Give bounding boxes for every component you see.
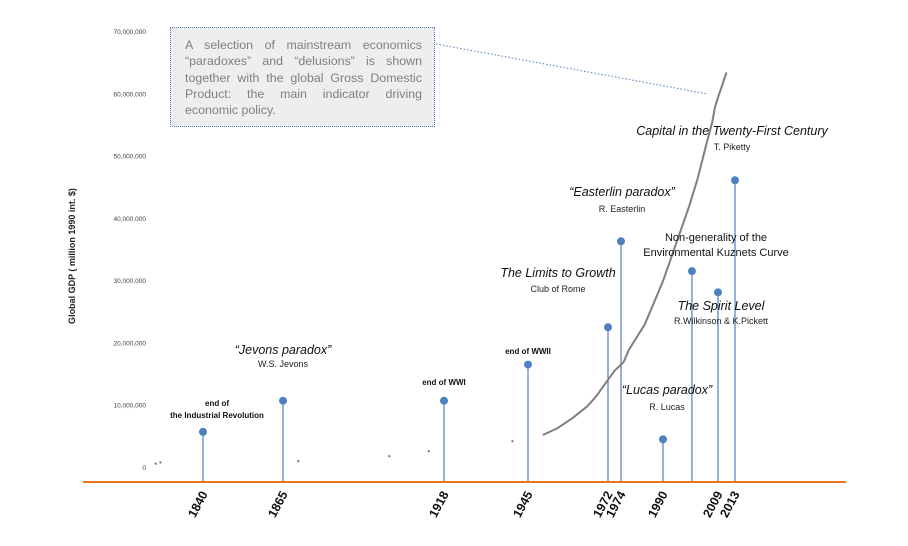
annotation-author: W.S. Jevons — [258, 359, 309, 369]
historical-points — [154, 440, 514, 465]
annotation-stems — [199, 176, 739, 482]
annotation-title: Environmental Kuznets Curve — [643, 247, 789, 259]
annotation-marker — [687, 267, 696, 276]
callout-leader-line — [435, 43, 709, 95]
annotation-title: end of WWI — [422, 378, 466, 387]
annotation-marker — [604, 323, 612, 332]
annotation-marker — [659, 435, 667, 444]
gdp-point — [388, 454, 391, 458]
annotation-title: Non-generality of the — [665, 232, 767, 244]
annotation-marker — [731, 176, 739, 185]
annotation-marker — [617, 237, 625, 246]
y-tick-label: 70,000,000 — [113, 29, 146, 36]
annotation-title: “Easterlin paradox” — [569, 185, 675, 199]
y-tick-label: 30,000,000 — [113, 278, 146, 285]
annotation-title: “Lucas paradox” — [622, 383, 713, 397]
y-tick-label: 60,000,000 — [113, 91, 146, 98]
y-tick-label: 20,000,000 — [113, 340, 146, 347]
annotation-marker — [524, 360, 532, 369]
y-axis-label: Global GDP ( million 1990 int. $) — [67, 188, 77, 324]
y-tick-label: 0 — [142, 465, 146, 472]
gdp-point — [427, 449, 431, 453]
y-tick-label: 50,000,000 — [113, 154, 146, 161]
annotation-author: T. Piketty — [714, 142, 751, 152]
annotation-title: end of — [205, 399, 229, 408]
annotation-marker — [714, 288, 722, 297]
gdp-point — [154, 462, 157, 465]
annotation-title: The Spirit Level — [678, 299, 766, 313]
x-tick-label: 1865 — [265, 489, 290, 520]
y-tick-label: 40,000,000 — [113, 216, 146, 223]
y-axis: 0 10,000,000 20,000,000 30,000,000 40,000,00… — [113, 29, 146, 472]
x-tick-label: 1945 — [510, 489, 535, 520]
annotation-title: The Limits to Growth — [500, 266, 615, 280]
annotation-labels: end of the Industrial Revolution “Jevons p… — [170, 124, 828, 420]
annotation-author: R.Wilkinson & K.Pickett — [674, 316, 769, 326]
annotation-author: R. Lucas — [649, 402, 685, 412]
gdp-point — [296, 459, 300, 463]
annotation-title: “Jevons paradox” — [235, 343, 332, 357]
annotation-title: the Industrial Revolution — [170, 411, 264, 420]
gdp-point — [159, 461, 162, 464]
gdp-line — [542, 72, 728, 436]
annotation-marker — [279, 396, 287, 405]
annotation-author: R. Easterlin — [599, 204, 646, 214]
x-tick-label: 1990 — [645, 489, 670, 520]
annotation-title: Capital in the Twenty-First Century — [636, 124, 828, 138]
gdp-point — [511, 440, 514, 443]
annotation-marker — [440, 396, 448, 405]
info-box: A selection of mainstream economics “par… — [170, 27, 435, 127]
info-box-text: A selection of mainstream economics “par… — [185, 38, 422, 118]
y-tick-label: 10,000,000 — [113, 403, 146, 410]
x-tick-label: 1840 — [185, 489, 210, 520]
gdp-series — [542, 72, 728, 436]
annotation-author: Club of Rome — [530, 284, 585, 294]
annotation-marker — [199, 427, 207, 436]
x-tick-label: 1918 — [426, 489, 451, 520]
annotation-title: end of WWII — [505, 347, 551, 356]
